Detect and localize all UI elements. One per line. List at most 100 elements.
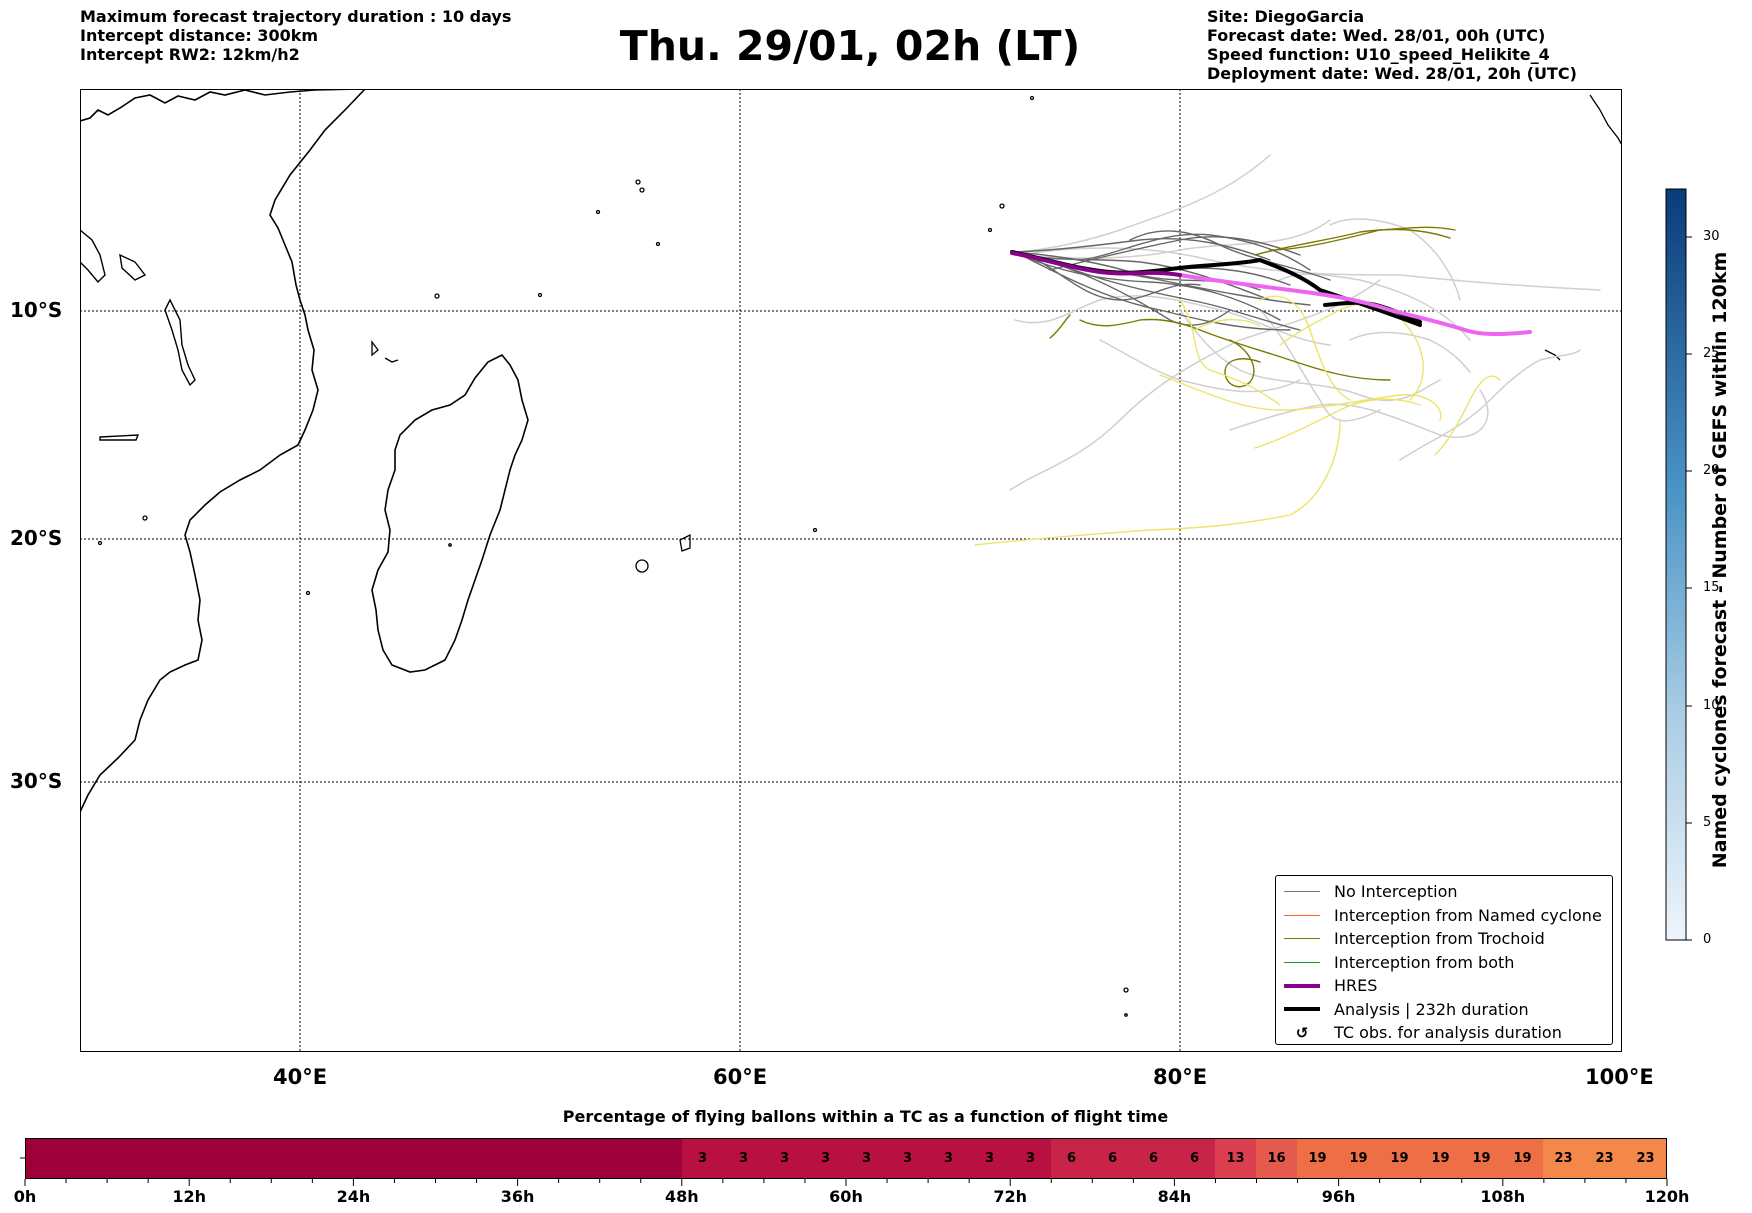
timeline-cell: 13 (1215, 1139, 1256, 1178)
timeline-cell (600, 1139, 641, 1178)
legend-label: Interception from both (1334, 952, 1515, 972)
legend-label: No Interception (1334, 882, 1458, 902)
timeline-cell: 6 (1092, 1139, 1133, 1178)
colorbar-tick: 0 (1703, 932, 1712, 947)
timeline-cell (149, 1139, 190, 1178)
timeline-cell (272, 1139, 313, 1178)
lon-label-60e: 60°E (713, 1065, 768, 1089)
timeline-cell: 3 (723, 1139, 764, 1178)
timeline-cell: 6 (1051, 1139, 1092, 1178)
legend-label: Analysis | 232h duration (1334, 999, 1529, 1019)
timeline-cell: 19 (1297, 1139, 1338, 1178)
timeline-cell (231, 1139, 272, 1178)
timeline-cell (559, 1139, 600, 1178)
legend-label: HRES (1334, 976, 1378, 996)
timeline-cell: 3 (1010, 1139, 1051, 1178)
timeline-cell: 19 (1502, 1139, 1543, 1178)
timeline-cell (436, 1139, 477, 1178)
timeline-cell: 3 (887, 1139, 928, 1178)
timeline-cell: 23 (1543, 1139, 1584, 1178)
timeline-cell: 6 (1174, 1139, 1215, 1178)
colorbar-tick: 15 (1703, 580, 1720, 595)
timeline-cell: 19 (1338, 1139, 1379, 1178)
lon-label-100e: 100°E (1585, 1065, 1654, 1089)
legend-item-analysis: Analysis | 232h duration (1282, 998, 1606, 1022)
timeline-heatmap: 3 3 3 3 3 3 3 3 3 6 6 6 6 13 16 19 19 19 19 19 19 23 23 23 (25, 1138, 1667, 1179)
max-duration-text: Maximum forecast trajectory duration : 1… (80, 7, 512, 26)
africa-coastline (80, 89, 366, 813)
timeline-cell: 3 (805, 1139, 846, 1178)
timeline-cell: 3 (682, 1139, 723, 1178)
legend-label: Interception from Named cyclone (1334, 905, 1602, 925)
site-text: Site: DiegoGarcia (1207, 7, 1365, 26)
timeline-cell: 23 (1584, 1139, 1625, 1178)
legend-label: Interception from Trochoid (1334, 929, 1545, 949)
trajectory-lines (974, 154, 1601, 546)
colorbar-tick: 20 (1703, 463, 1720, 478)
timeline-cell: 19 (1461, 1139, 1502, 1178)
timeline-tick-label: 12h (172, 1187, 207, 1206)
map-legend: No Interception Interception from Named … (1275, 875, 1613, 1045)
legend-item-hres: HRES (1282, 974, 1606, 998)
timeline-cell: 6 (1133, 1139, 1174, 1178)
colorbar-tick: 5 (1703, 815, 1712, 830)
header-left-info: Maximum forecast trajectory duration : 1… (80, 7, 511, 64)
timeline-cell: 3 (764, 1139, 805, 1178)
timeline-cell: 19 (1379, 1139, 1420, 1178)
colorbar-tick: 25 (1703, 346, 1720, 361)
timeline-tick-label: 72h (993, 1187, 1028, 1206)
timeline-cell (395, 1139, 436, 1178)
small-islands (97, 94, 1622, 1017)
legend-item-named-cyclone: Interception from Named cyclone (1282, 904, 1606, 928)
timeline-cell: 16 (1256, 1139, 1297, 1178)
timeline-cell: 19 (1420, 1139, 1461, 1178)
timeline-cell (313, 1139, 354, 1178)
legend-item-tc-obs: ↺ TC obs. for analysis duration (1282, 1021, 1606, 1045)
lat-label-30s: 30°S (10, 769, 63, 793)
island-coastline (80, 229, 147, 284)
timeline-cell: 3 (846, 1139, 887, 1178)
timeline-tick-label: 60h (829, 1187, 863, 1206)
legend-item-both: Interception from both (1282, 951, 1606, 975)
madagascar-coastline (371, 353, 529, 673)
timeline-tick-label: 48h (664, 1187, 699, 1206)
intercept-rw2-text: Intercept RW2: 12km/h2 (80, 45, 300, 64)
timeline-cell: 23 (1625, 1139, 1666, 1178)
page-title: Thu. 29/01, 02h (LT) (619, 22, 1081, 70)
timeline-cell (67, 1139, 108, 1178)
tc-obs-icon: ↺ (1295, 1023, 1309, 1042)
legend-item-no-interception: No Interception (1282, 880, 1606, 904)
timeline-tick-label: 108h (1480, 1187, 1526, 1206)
timeline-tick-label: 120h (1644, 1187, 1690, 1206)
timeline-tick-label: 24h (336, 1187, 371, 1206)
map-frame (80, 89, 1622, 1052)
forecast-date-text: Forecast date: Wed. 28/01, 00h (UTC) (1207, 26, 1546, 45)
timeline-cell (477, 1139, 518, 1178)
timeline-cell (518, 1139, 559, 1178)
timeline-title: Percentage of flying ballons within a TC… (562, 1107, 1169, 1126)
colorbar-label: Named cyclones forecast - Number of GEFS… (1709, 251, 1731, 869)
lat-label-20s: 20°S (10, 526, 63, 550)
timeline-cell: 3 (928, 1139, 969, 1178)
timeline-cell: 3 (969, 1139, 1010, 1178)
legend-label: TC obs. for analysis duration (1334, 1023, 1562, 1043)
colorbar-tick: 10 (1703, 698, 1720, 713)
timeline-cell (641, 1139, 682, 1178)
timeline-cell (190, 1139, 231, 1178)
timeline-tick-label: 84h (1157, 1187, 1192, 1206)
lat-label-10s: 10°S (10, 298, 63, 322)
intercept-distance-text: Intercept distance: 300km (80, 26, 319, 45)
header-right-info: Site: DiegoGarcia Forecast date: Wed. 28… (1207, 7, 1577, 83)
lon-label-80e: 80°E (1153, 1065, 1208, 1089)
colorbar (1665, 188, 1692, 941)
deployment-date-text: Deployment date: Wed. 28/01, 20h (UTC) (1207, 64, 1577, 83)
timeline-cell (354, 1139, 395, 1178)
timeline-cell (108, 1139, 149, 1178)
timeline-tick-label: 0h (13, 1187, 37, 1206)
lake-coastline (99, 298, 196, 441)
lon-label-40e: 40°E (273, 1065, 328, 1089)
map-area (80, 89, 1622, 1052)
speed-function-text: Speed function: U10_speed_Helikite_4 (1207, 45, 1550, 64)
timeline-cell (26, 1139, 67, 1178)
